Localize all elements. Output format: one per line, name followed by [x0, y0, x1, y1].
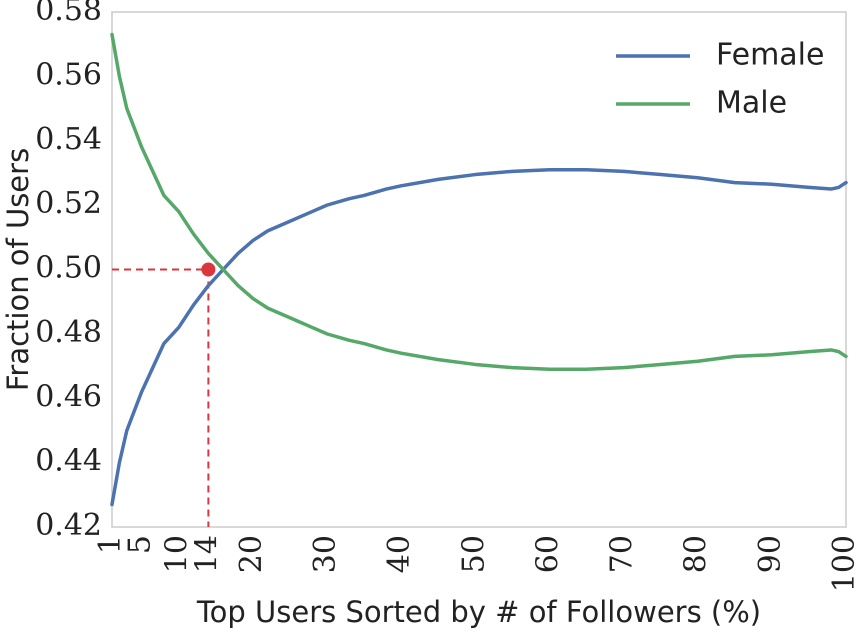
x-tick-label: 80: [679, 535, 714, 573]
crossover-reference-lines: [112, 268, 210, 527]
y-tick-label: 0.48: [35, 315, 102, 350]
crossover-marker: [201, 262, 216, 277]
x-tick-label: 1: [93, 535, 128, 554]
x-tick-label: 90: [753, 535, 788, 573]
y-tick-label: 0.44: [35, 444, 102, 479]
legend-label-female: Female: [716, 38, 824, 73]
series-line-female: [110, 167, 848, 507]
x-tick-label: 5: [123, 535, 158, 554]
legend: Female Male: [616, 38, 824, 121]
x-tick-label: 30: [308, 535, 343, 573]
y-tick-label: 0.42: [35, 508, 102, 543]
y-tick-label: 0.52: [35, 186, 102, 221]
y-tick-label: 0.46: [35, 379, 102, 414]
x-tick-label: 70: [605, 535, 640, 573]
y-axis-title: Fraction of Users: [1, 148, 35, 391]
y-tick-label: 0.58: [35, 0, 102, 28]
x-axis-title: Top Users Sorted by # of Followers (%): [196, 595, 761, 629]
x-tick-label: 50: [456, 535, 491, 573]
x-tick-label: 20: [234, 535, 269, 573]
x-tick-label: 40: [382, 535, 417, 573]
series-line-male: [110, 32, 848, 372]
x-tick-label: 60: [530, 535, 565, 573]
y-axis-ticks: 0.42 0.44 0.46 0.48 0.50 0.52 0.54 0.56 0.58: [35, 0, 102, 543]
series-lines: [110, 32, 848, 507]
x-tick-label: 10: [160, 535, 195, 573]
y-tick-label: 0.56: [35, 57, 102, 92]
y-tick-label: 0.50: [35, 251, 102, 286]
legend-label-male: Male: [716, 86, 787, 121]
y-tick-label: 0.54: [35, 122, 102, 157]
x-tick-label: 14: [189, 535, 224, 573]
x-tick-label: 100: [827, 535, 858, 592]
crossover-point: [201, 262, 216, 277]
plot-area: [111, 11, 847, 528]
